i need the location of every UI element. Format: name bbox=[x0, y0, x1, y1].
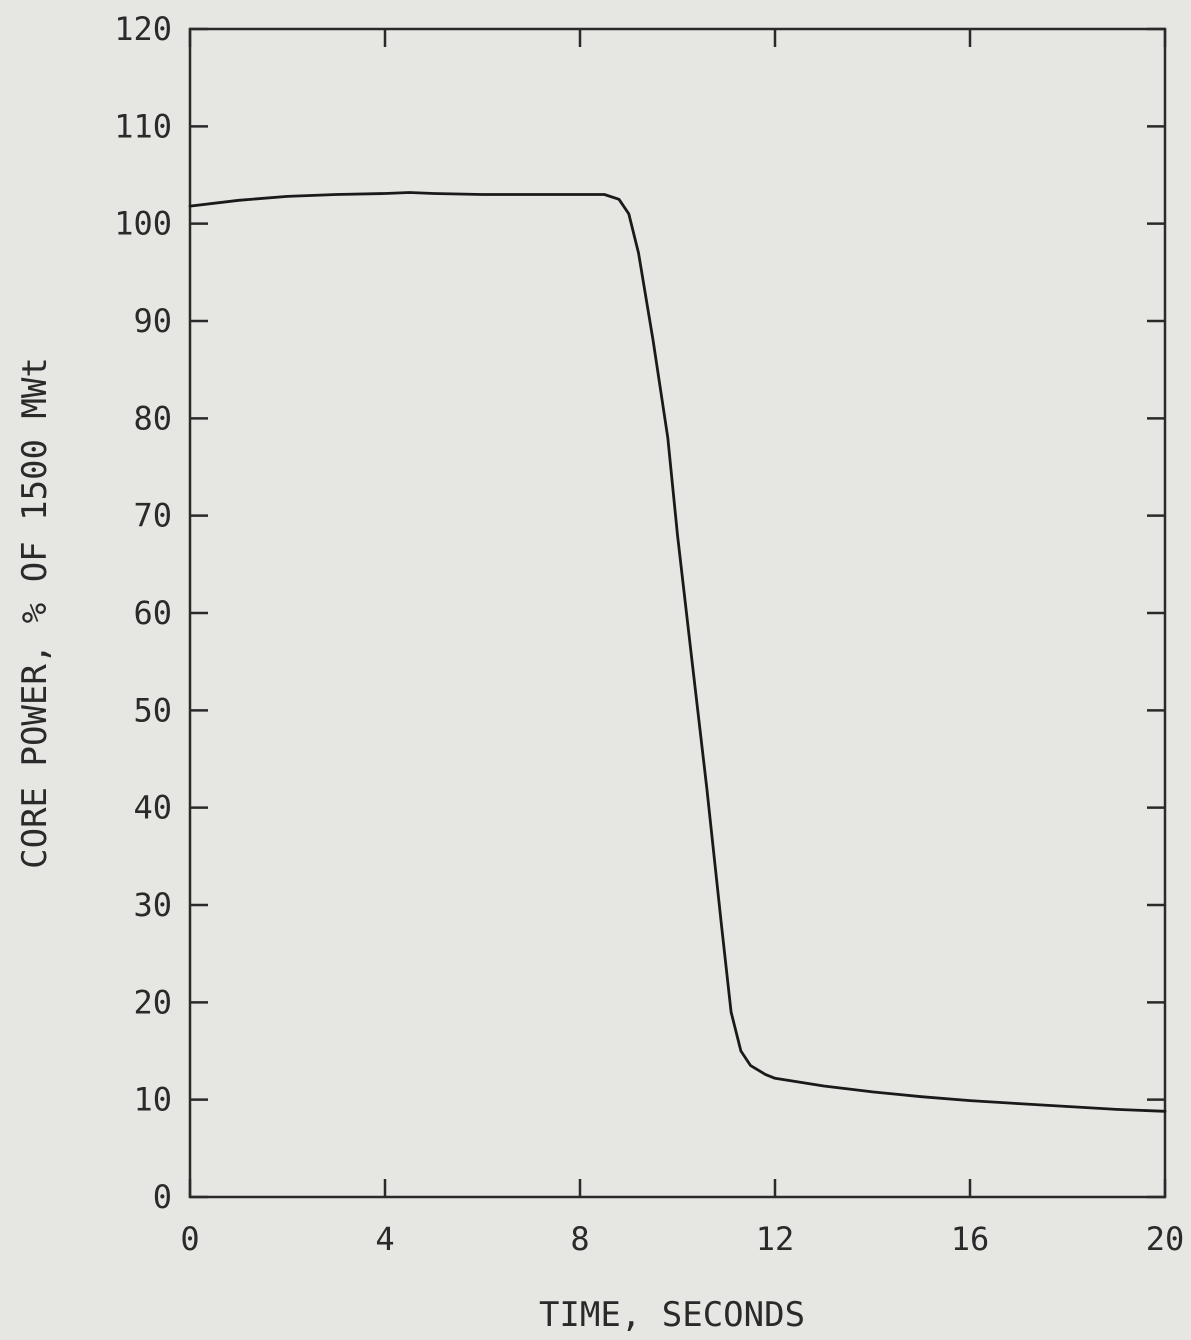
y-tick-label: 100 bbox=[114, 205, 172, 243]
x-tick-label: 16 bbox=[951, 1220, 990, 1258]
y-axis-label: CORE POWER, % OF 1500 MWt bbox=[15, 357, 55, 869]
y-axis-tick-labels: 0 10 20 30 40 50 60 70 80 90 100 110 120 bbox=[114, 10, 172, 1216]
core-power-line bbox=[188, 191, 1167, 1113]
y-tick-label: 30 bbox=[133, 886, 172, 924]
y-tick-label: 70 bbox=[133, 497, 172, 535]
y-tick-label: 120 bbox=[114, 10, 172, 48]
y-tick-label: 60 bbox=[133, 594, 172, 632]
y-tick-label: 10 bbox=[133, 1081, 172, 1119]
x-tick-label: 12 bbox=[756, 1220, 795, 1258]
x-axis-ticks bbox=[188, 29, 1167, 1197]
y-axis-ticks bbox=[190, 27, 1165, 1199]
y-tick-label: 40 bbox=[133, 789, 172, 827]
x-tick-label: 8 bbox=[570, 1220, 589, 1258]
y-tick-label: 20 bbox=[133, 983, 172, 1021]
y-tick-label: 50 bbox=[133, 691, 172, 729]
y-tick-label: 90 bbox=[133, 302, 172, 340]
plot-frame bbox=[188, 27, 1167, 1199]
x-tick-label: 20 bbox=[1146, 1220, 1185, 1258]
x-axis-label: TIME, SECONDS bbox=[539, 1295, 805, 1335]
y-tick-label: 80 bbox=[133, 399, 172, 437]
y-tick-label: 110 bbox=[114, 107, 172, 145]
x-axis-tick-labels: 0 4 8 12 16 20 bbox=[180, 1220, 1184, 1258]
x-tick-label: 4 bbox=[375, 1220, 394, 1258]
x-tick-label: 0 bbox=[180, 1220, 199, 1258]
y-tick-label: 0 bbox=[153, 1178, 172, 1216]
